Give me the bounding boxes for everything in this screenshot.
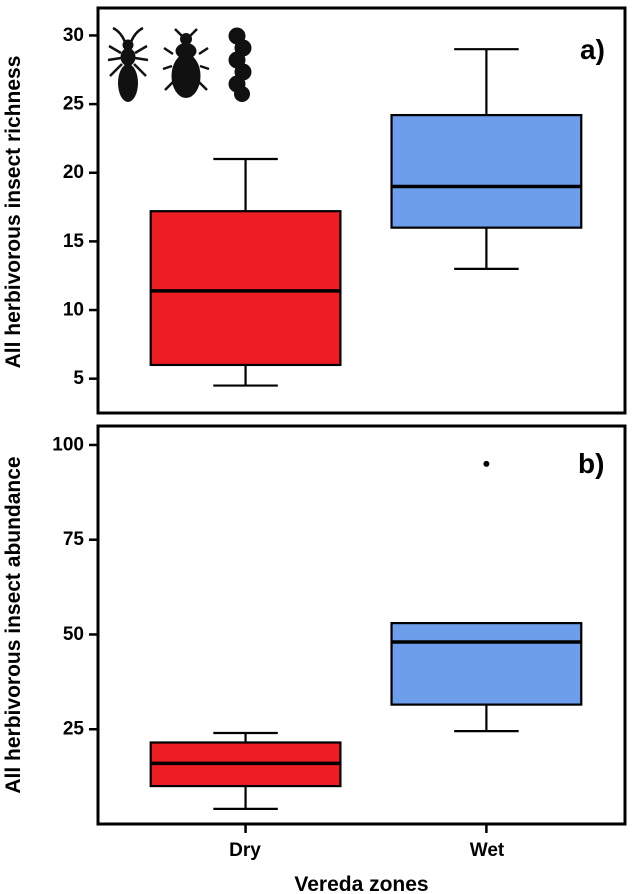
boxplot-dry	[149, 157, 342, 387]
y-tick-label: 100	[52, 434, 84, 455]
outlier-point	[483, 460, 490, 467]
caterpillar-icon	[228, 27, 252, 102]
plot-frame	[96, 6, 627, 415]
x-axis-title: Vereda zones	[294, 873, 429, 894]
y-tick-label: 20	[63, 162, 84, 183]
y-tick-label: 5	[73, 368, 84, 389]
y-tick-label: 50	[63, 624, 84, 645]
insect-icons-group	[106, 26, 256, 110]
y-tick-label: 15	[63, 231, 85, 252]
plot-frame	[96, 424, 627, 826]
panel-label-b: b)	[578, 448, 605, 479]
beetle-icon	[162, 28, 210, 98]
y-tick-label: 30	[63, 25, 84, 46]
true-bug-icon	[107, 26, 149, 102]
y-tick-label: 25	[63, 719, 85, 740]
iqr-box	[149, 210, 342, 367]
y-tick-label: 25	[63, 94, 85, 115]
iqr-box	[390, 113, 583, 229]
panel-b-plot: 25 50 75 100	[52, 424, 627, 833]
iqr-box	[390, 622, 583, 706]
panel-label-a: a)	[580, 34, 605, 65]
boxplot-wet	[390, 460, 583, 733]
x-tick-label-dry: Dry	[229, 840, 261, 861]
y-tick-label: 75	[63, 529, 85, 550]
panel-a-plot: 5 10 15 20 25 30	[63, 6, 627, 415]
boxplot-wet	[390, 48, 583, 270]
x-tick-label-wet: Wet	[469, 840, 505, 861]
y-tick-label: 10	[63, 300, 84, 321]
boxplot-dry	[149, 731, 342, 810]
